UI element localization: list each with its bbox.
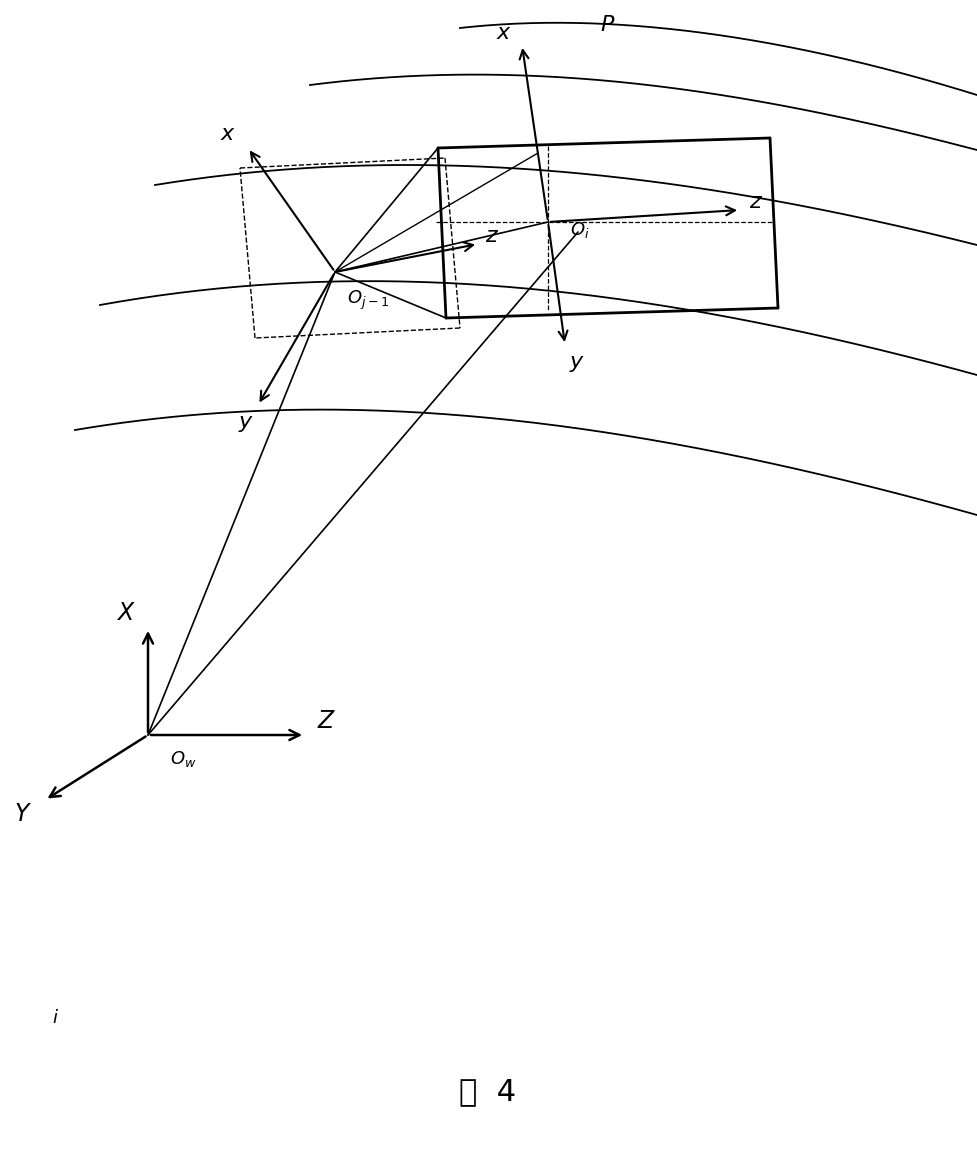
Text: $y$: $y$ [569,352,585,374]
Text: 图  4: 图 4 [459,1078,517,1107]
Text: $x$: $x$ [220,123,236,145]
Text: $Z$: $Z$ [318,709,336,733]
Text: $O_i$: $O_i$ [570,220,590,240]
Text: $y$: $y$ [238,412,254,434]
Text: $O_w$: $O_w$ [170,749,196,769]
Text: $x$: $x$ [496,22,512,44]
Text: $O_{j-1}$: $O_{j-1}$ [347,288,389,312]
Text: $P$: $P$ [600,14,616,36]
Text: $z$: $z$ [749,192,763,213]
Text: $X$: $X$ [116,601,136,625]
Text: $i$: $i$ [52,1009,59,1027]
Text: $z$: $z$ [485,225,499,247]
Text: $Y$: $Y$ [14,802,32,826]
